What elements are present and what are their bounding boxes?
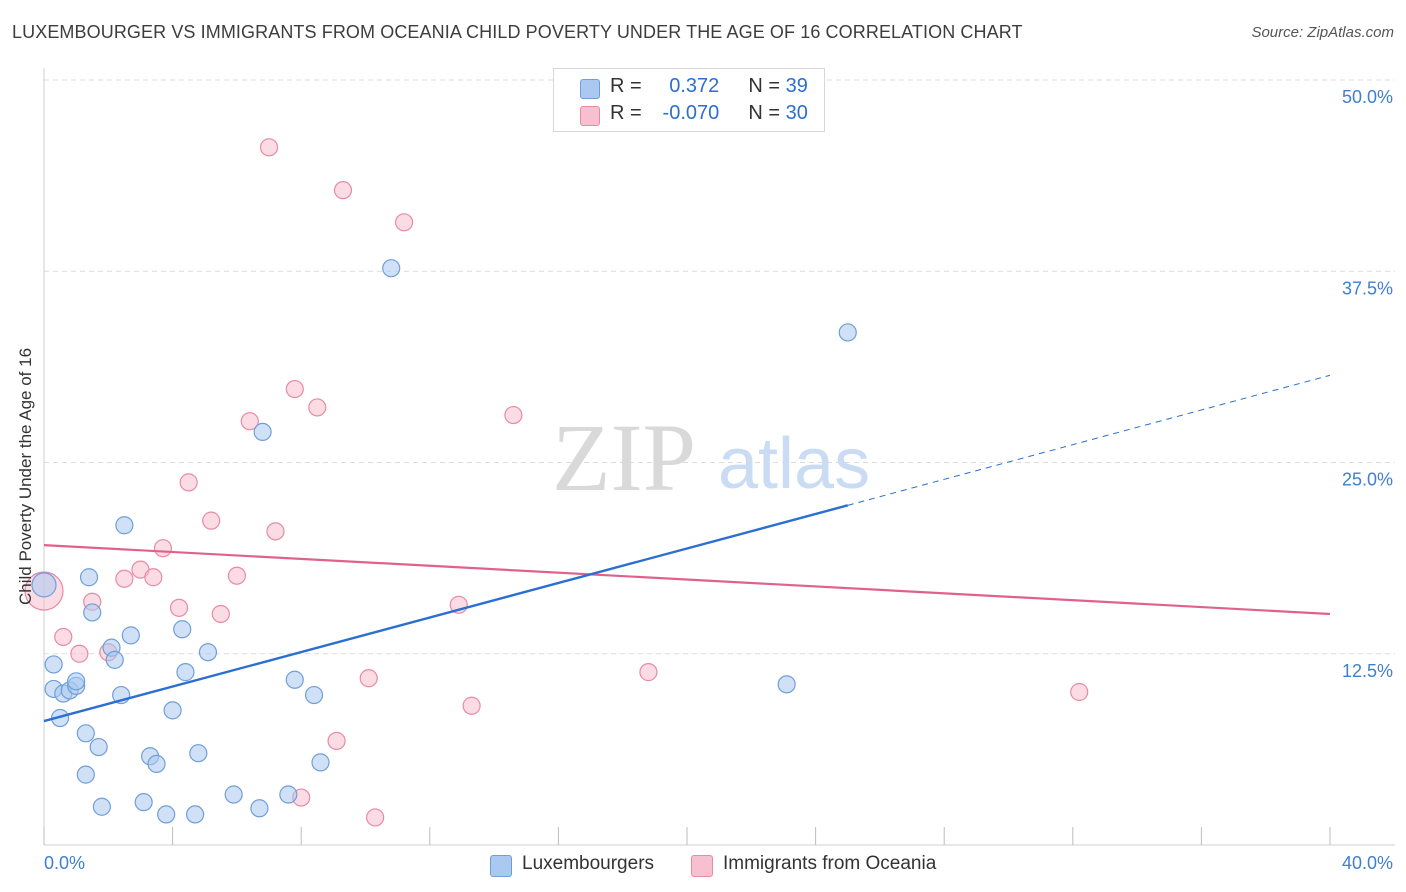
point-luxembourgers (253, 422, 272, 441)
axes (43, 68, 1395, 846)
watermark-zip: ZIP (552, 404, 696, 511)
point-luxembourgers (115, 516, 134, 535)
legend-r-label: R = (610, 75, 642, 97)
point-luxembourgers (279, 785, 298, 804)
legend-label: Luxembourgers (522, 853, 655, 874)
y-axis-label-wrap: Child Poverty Under the Age of 16 (14, 305, 44, 605)
series-luxembourgers (31, 259, 857, 824)
source-label: Source: ZipAtlas.com (1251, 24, 1394, 41)
legend-swatch-blue (490, 855, 512, 877)
x-tick-label: 40.0% (1342, 853, 1393, 873)
point-luxembourgers (186, 805, 205, 824)
point-immigrants-from-oceania (308, 398, 327, 417)
legend-n-value: 39 (785, 75, 808, 97)
legend-label: Immigrants from Oceania (723, 853, 937, 874)
trend-line-immigrants-from-oceania (43, 544, 1331, 616)
point-immigrants-from-oceania (285, 379, 304, 399)
point-immigrants-from-oceania (366, 808, 385, 827)
point-luxembourgers (198, 643, 218, 662)
correlation-legend: R = 0.372 N = 39 R = -0.070 N = 30 (553, 68, 825, 132)
legend-n-label: N = (748, 75, 781, 97)
point-luxembourgers (173, 620, 192, 639)
chart-title: LUXEMBOURGER VS IMMIGRANTS FROM OCEANIA … (12, 22, 1023, 42)
point-luxembourgers (382, 259, 401, 278)
x-tick-label: 0.0% (44, 853, 85, 873)
point-luxembourgers (189, 744, 208, 763)
point-immigrants-from-oceania (227, 566, 246, 585)
point-luxembourgers (76, 724, 95, 743)
point-immigrants-from-oceania (179, 473, 198, 492)
point-immigrants-from-oceania (327, 731, 346, 751)
point-luxembourgers (224, 785, 243, 804)
point-immigrants-from-oceania (504, 405, 523, 425)
point-immigrants-from-oceania (153, 539, 173, 558)
point-immigrants-from-oceania (144, 568, 163, 587)
point-immigrants-from-oceania (169, 598, 189, 617)
point-luxembourgers (76, 765, 95, 784)
y-axis-label: Child Poverty Under the Age of 16 (16, 347, 35, 605)
point-luxembourgers (147, 754, 166, 774)
point-immigrants-from-oceania (259, 138, 279, 157)
point-luxembourgers (121, 626, 140, 645)
point-luxembourgers (105, 650, 124, 669)
point-immigrants-from-oceania (70, 644, 89, 663)
grid (44, 79, 1395, 655)
legend-swatch-pink (580, 106, 600, 126)
point-immigrants-from-oceania (266, 522, 285, 541)
point-immigrants-from-oceania (202, 511, 221, 530)
point-luxembourgers (92, 797, 111, 816)
point-luxembourgers (285, 670, 304, 689)
point-luxembourgers (31, 572, 57, 598)
watermark-atlas: atlas (718, 424, 870, 504)
watermark: ZIP atlas (552, 404, 870, 511)
trend-line-luxembourgers (43, 504, 849, 723)
point-luxembourgers (67, 672, 86, 691)
point-immigrants-from-oceania (359, 669, 378, 688)
trend-lines (43, 374, 1331, 723)
legend-swatch-blue (580, 79, 600, 99)
point-immigrants-from-oceania (394, 213, 414, 232)
point-luxembourgers (89, 737, 108, 757)
point-luxembourgers (838, 323, 857, 342)
point-immigrants-from-oceania (639, 663, 658, 682)
legend-n-value: 30 (785, 102, 808, 124)
point-luxembourgers (163, 701, 182, 720)
point-immigrants-from-oceania (54, 627, 73, 647)
point-immigrants-from-oceania (462, 696, 481, 715)
point-immigrants-from-oceania (1070, 682, 1089, 702)
legend-r-value: 0.372 (669, 75, 720, 97)
point-luxembourgers (134, 793, 153, 812)
point-luxembourgers (44, 655, 63, 674)
trend-line-luxembourgers-extension (847, 374, 1331, 506)
point-luxembourgers (176, 663, 195, 682)
tick-labels: 12.5% 25.0% 37.5% 50.0% 0.0% 40.0% (44, 87, 1393, 873)
y-tick-label: 37.5% (1342, 278, 1393, 298)
point-immigrants-from-oceania (333, 181, 353, 200)
point-luxembourgers (777, 675, 796, 694)
point-immigrants-from-oceania (240, 412, 259, 431)
point-luxembourgers (311, 753, 330, 772)
point-luxembourgers (157, 805, 176, 824)
legend-r-value: -0.070 (662, 102, 720, 124)
legend-r-label: R = (610, 102, 642, 124)
point-immigrants-from-oceania (115, 569, 134, 588)
point-luxembourgers (304, 685, 324, 705)
legend-n-label: N = (748, 102, 781, 124)
y-tick-label: 12.5% (1342, 661, 1393, 681)
y-tick-label: 25.0% (1342, 470, 1393, 490)
legend-swatch-pink (691, 855, 713, 877)
series-legend: Luxembourgers Immigrants from Oceania (0, 852, 1406, 878)
y-tick-label: 50.0% (1342, 87, 1393, 107)
point-immigrants-from-oceania (211, 604, 230, 624)
point-luxembourgers (79, 568, 99, 587)
point-luxembourgers (250, 799, 269, 818)
point-luxembourgers (83, 603, 102, 622)
